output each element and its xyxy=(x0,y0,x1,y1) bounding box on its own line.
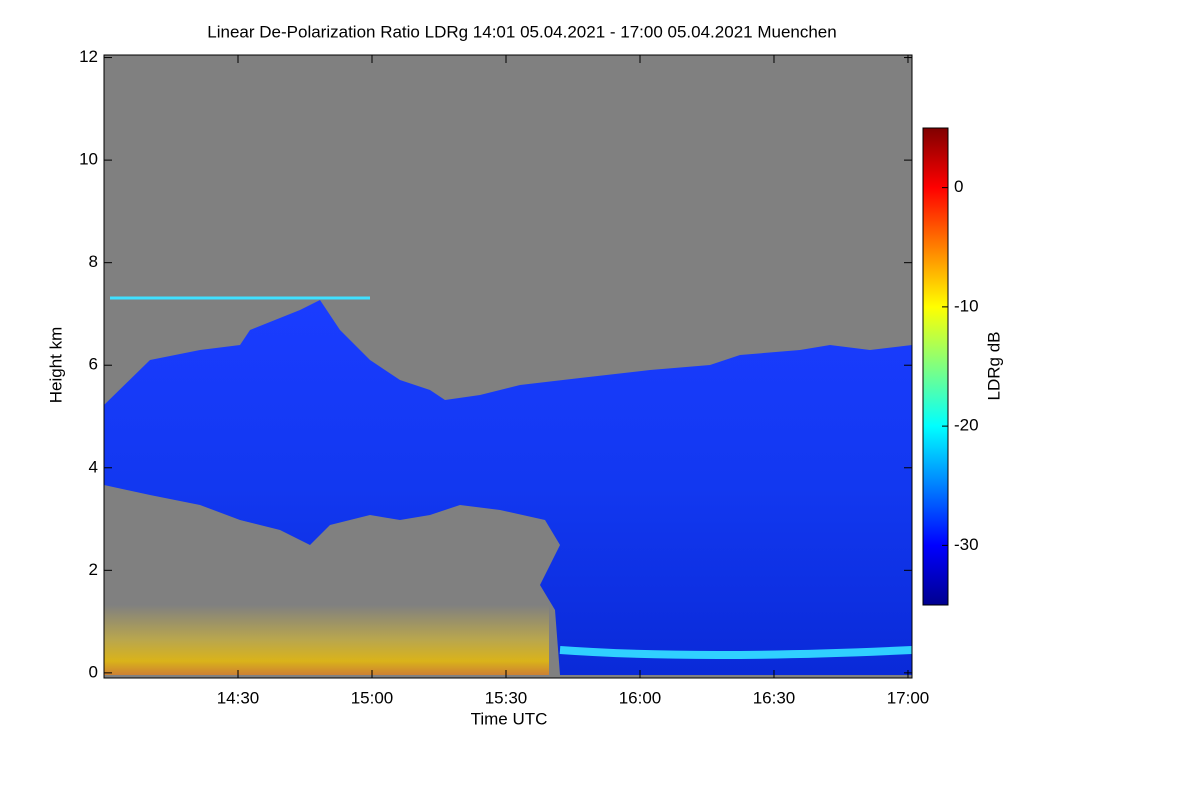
y-tick-label: 10 xyxy=(79,150,98,169)
x-tick-label: 16:30 xyxy=(753,688,796,707)
colorbar-tick-label: 0 xyxy=(954,177,963,196)
y-tick-label: 8 xyxy=(89,252,98,271)
colorbar-tick-label: -30 xyxy=(954,535,979,554)
x-tick-label: 14:30 xyxy=(217,688,260,707)
cyan-layer xyxy=(559,646,913,659)
y-tick-label: 4 xyxy=(89,457,98,476)
chart-title: Linear De-Polarization Ratio LDRg 14:01 … xyxy=(207,22,836,41)
colorbar-tick-label: -20 xyxy=(954,416,979,435)
cloud-region xyxy=(104,300,912,675)
y-tick-label: 12 xyxy=(79,47,98,66)
heatmap xyxy=(104,55,913,678)
y-tick-label: 6 xyxy=(89,355,98,374)
colorbar-tick-label: -10 xyxy=(954,296,979,315)
x-tick-label: 15:30 xyxy=(485,688,528,707)
colorbar xyxy=(922,127,949,606)
x-tick-label: 17:00 xyxy=(887,688,930,707)
noise-band xyxy=(104,605,549,675)
y-tick-label: 0 xyxy=(89,662,98,681)
x-tick-label: 15:00 xyxy=(351,688,394,707)
y-tick-label: 2 xyxy=(89,560,98,579)
y-axis-label: Height km xyxy=(46,327,65,404)
x-tick-label: 16:00 xyxy=(619,688,662,707)
plot-frame xyxy=(103,54,913,679)
colorbar-label: LDRg dB xyxy=(984,332,1003,401)
x-axis-label: Time UTC xyxy=(471,709,548,728)
